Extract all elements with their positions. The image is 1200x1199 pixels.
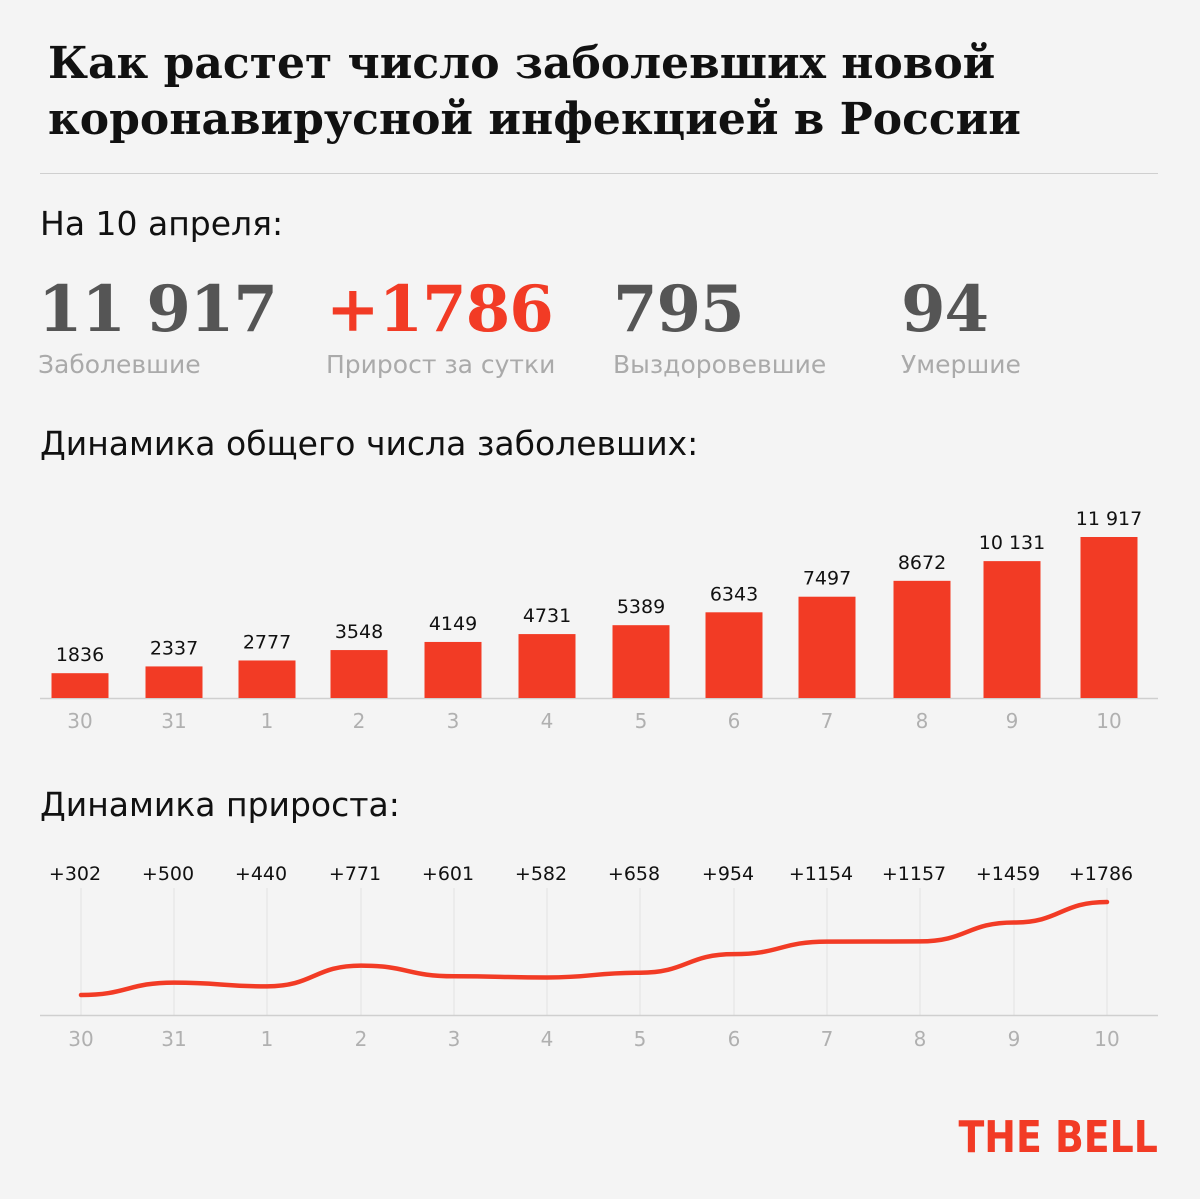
line-tick-7: 7 [821,1027,834,1051]
bar-4 [518,634,576,698]
bar-tick-8: 8 [916,709,929,733]
line-tick-30: 30 [68,1027,93,1051]
line-value-label-2: +771 [329,863,381,885]
line-value-label-30: +302 [49,863,101,885]
stat-deaths-label: Умершие [901,350,1021,379]
bar-value-label-5: 5389 [617,596,665,618]
bar-tick-1: 1 [261,709,274,733]
bar-tick-30: 30 [67,709,92,733]
bar-tick-2: 2 [353,709,366,733]
line-tick-3: 3 [448,1027,461,1051]
bar-tick-6: 6 [728,709,741,733]
bar-6 [705,612,763,698]
line-value-label-10: +1786 [1069,863,1133,885]
line-tick-31: 31 [161,1027,186,1051]
stat-recovered-label: Выздоровевшие [613,350,827,379]
bar-value-label-6: 6343 [710,583,758,605]
bar-tick-10: 10 [1096,709,1121,733]
bar-8 [893,580,951,698]
line-chart-title: Динамика прироста: [40,785,400,824]
stat-daily-growth-label: Прирост за сутки [326,350,556,379]
page-title: Как растет число заболевших новой корона… [48,36,1148,148]
line-tick-5: 5 [634,1027,647,1051]
title-divider [40,173,1158,174]
line-value-label-7: +1154 [789,863,853,885]
bar-value-label-3: 4149 [429,613,477,635]
bar-value-label-4: 4731 [523,605,571,627]
line-tick-2: 2 [355,1027,368,1051]
bar-tick-7: 7 [821,709,834,733]
bar-2 [330,650,388,698]
bar-value-label-8: 8672 [898,552,946,574]
bar-31 [145,666,203,698]
line-tick-9: 9 [1008,1027,1021,1051]
stat-deaths-value: 94 [901,272,989,347]
bar-1 [238,660,296,698]
bar-value-label-2: 3548 [335,621,383,643]
stat-daily-growth: +1786 Прирост за сутки [326,270,555,379]
bar-value-label-7: 7497 [803,568,851,590]
line-tick-8: 8 [914,1027,927,1051]
bar-value-label-10: 11 917 [1076,508,1142,530]
line-value-label-5: +658 [608,863,660,885]
bar-value-label-30: 1836 [56,644,104,666]
bar-30 [51,673,109,698]
stat-deaths: 94 Умершие [901,270,1021,379]
bar-chart-title: Динамика общего числа заболевших: [40,424,699,463]
line-value-label-8: +1157 [882,863,946,885]
stat-cases-value: 11 917 [38,272,278,347]
bar-value-label-1: 2777 [243,631,291,653]
line-tick-1: 1 [261,1027,274,1051]
line-value-label-1: +440 [235,863,287,885]
stat-cases-label: Заболевшие [38,350,201,379]
bar-tick-9: 9 [1006,709,1019,733]
line-value-label-6: +954 [702,863,754,885]
bar-tick-31: 31 [161,709,186,733]
daily-growth-line-chart: +302 30 +500 31 +440 1 +771 2 +601 3 +582 4 +658 5 +95… [40,863,1158,1051]
date-label: На 10 апреля: [40,204,284,243]
bar-5 [612,625,670,698]
growth-line [78,899,1110,998]
line-tick-10: 10 [1094,1027,1119,1051]
line-value-label-9: +1459 [976,863,1040,885]
line-value-label-3: +601 [422,863,474,885]
title-line-1: Как растет число заболевших новой [48,38,996,89]
bar-tick-5: 5 [635,709,648,733]
bar-7 [798,596,856,698]
the-bell-logo: THE BELL [958,1112,1158,1163]
bar-tick-4: 4 [541,709,554,733]
bar-tick-3: 3 [447,709,460,733]
bar-10 [1080,537,1138,698]
bar-3 [424,641,482,698]
bar-value-label-9: 10 131 [979,532,1045,554]
line-tick-4: 4 [541,1027,554,1051]
stat-recovered: 795 Выздоровевшие [613,270,826,379]
stat-daily-growth-value: +1786 [326,272,554,347]
stat-recovered-value: 795 [613,272,745,347]
total-cases-bar-chart: 1836 30 2337 31 2777 1 3548 2 4149 3 4731 4 5389 5 634… [40,508,1158,733]
title-line-2: коронавирусной инфекцией в России [48,94,1021,145]
bar-value-label-31: 2337 [150,637,198,659]
line-value-label-31: +500 [142,863,194,885]
line-tick-6: 6 [728,1027,741,1051]
line-value-label-4: +582 [515,863,567,885]
bar-9 [983,561,1041,698]
stat-cases: 11 917 Заболевшие [38,270,278,379]
